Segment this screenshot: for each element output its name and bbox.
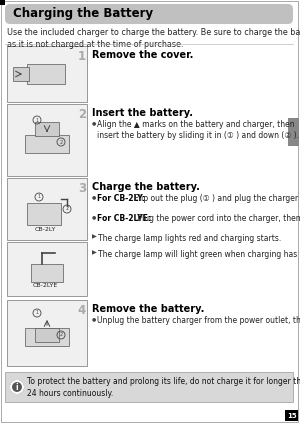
Text: i: i: [16, 383, 18, 392]
Text: ●: ●: [92, 194, 96, 199]
Bar: [35, 328, 59, 342]
FancyBboxPatch shape: [5, 4, 293, 24]
Bar: [31, 264, 63, 282]
Text: 3: 3: [78, 182, 86, 195]
Text: ●: ●: [92, 316, 96, 321]
Text: ●: ●: [92, 120, 96, 125]
Text: Align the ▲ marks on the battery and charger, then insert the battery by sliding: Align the ▲ marks on the battery and cha…: [97, 120, 299, 140]
Text: Plug the power cord into the charger, then plug the other end into a power outle: Plug the power cord into the charger, th…: [135, 214, 300, 223]
Text: Charging the Battery: Charging the Battery: [13, 8, 153, 20]
Text: 2: 2: [65, 206, 69, 212]
Text: 1: 1: [35, 310, 39, 316]
Bar: [7, 46, 87, 102]
Bar: [7, 300, 87, 366]
Bar: [0, 0, 5, 5]
Text: ▶: ▶: [92, 234, 97, 239]
Text: 4: 4: [78, 304, 86, 317]
Bar: [27, 203, 61, 225]
Bar: [25, 135, 69, 153]
Text: The charge lamp will light green when charging has finished. Charging takes appr: The charge lamp will light green when ch…: [98, 250, 300, 259]
Text: Flip out the plug (① ) and plug the charger into a power outlet (② ).: Flip out the plug (① ) and plug the char…: [132, 194, 300, 203]
Bar: [288, 118, 299, 146]
Text: CB-2LYE: CB-2LYE: [32, 283, 58, 288]
Text: 1: 1: [78, 50, 86, 63]
Text: Insert the battery.: Insert the battery.: [92, 108, 193, 118]
Text: Charge the battery.: Charge the battery.: [92, 182, 200, 192]
Text: 1: 1: [38, 195, 40, 200]
Bar: [5, 372, 293, 402]
Text: ●: ●: [92, 214, 96, 219]
Bar: [25, 328, 69, 346]
Text: 15: 15: [287, 412, 296, 418]
Circle shape: [10, 380, 24, 394]
Text: 1: 1: [35, 118, 39, 123]
Text: To protect the battery and prolong its life, do not charge it for longer than
24: To protect the battery and prolong its l…: [27, 377, 300, 398]
Text: For CB-2LYE:: For CB-2LYE:: [97, 214, 151, 223]
Text: Remove the cover.: Remove the cover.: [92, 50, 194, 60]
Text: 2: 2: [78, 108, 86, 121]
Text: CB-2LY: CB-2LY: [34, 227, 56, 232]
Text: Use the included charger to charge the battery. Be sure to charge the battery
as: Use the included charger to charge the b…: [7, 28, 300, 49]
Bar: [7, 104, 87, 176]
Text: For CB-2LY:: For CB-2LY:: [97, 194, 145, 203]
Bar: [7, 178, 87, 240]
Bar: [35, 122, 59, 136]
Bar: [285, 410, 298, 421]
Text: 2: 2: [59, 140, 63, 145]
Bar: [7, 242, 87, 296]
Text: 2: 2: [59, 332, 63, 338]
Text: ▶: ▶: [92, 250, 97, 255]
Bar: [27, 64, 65, 84]
Text: The charge lamp lights red and charging starts.: The charge lamp lights red and charging …: [98, 234, 281, 243]
Bar: [13, 67, 29, 81]
Text: Remove the battery.: Remove the battery.: [92, 304, 204, 314]
Text: Unplug the battery charger from the power outlet, then remove the battery by sli: Unplug the battery charger from the powe…: [97, 316, 300, 325]
